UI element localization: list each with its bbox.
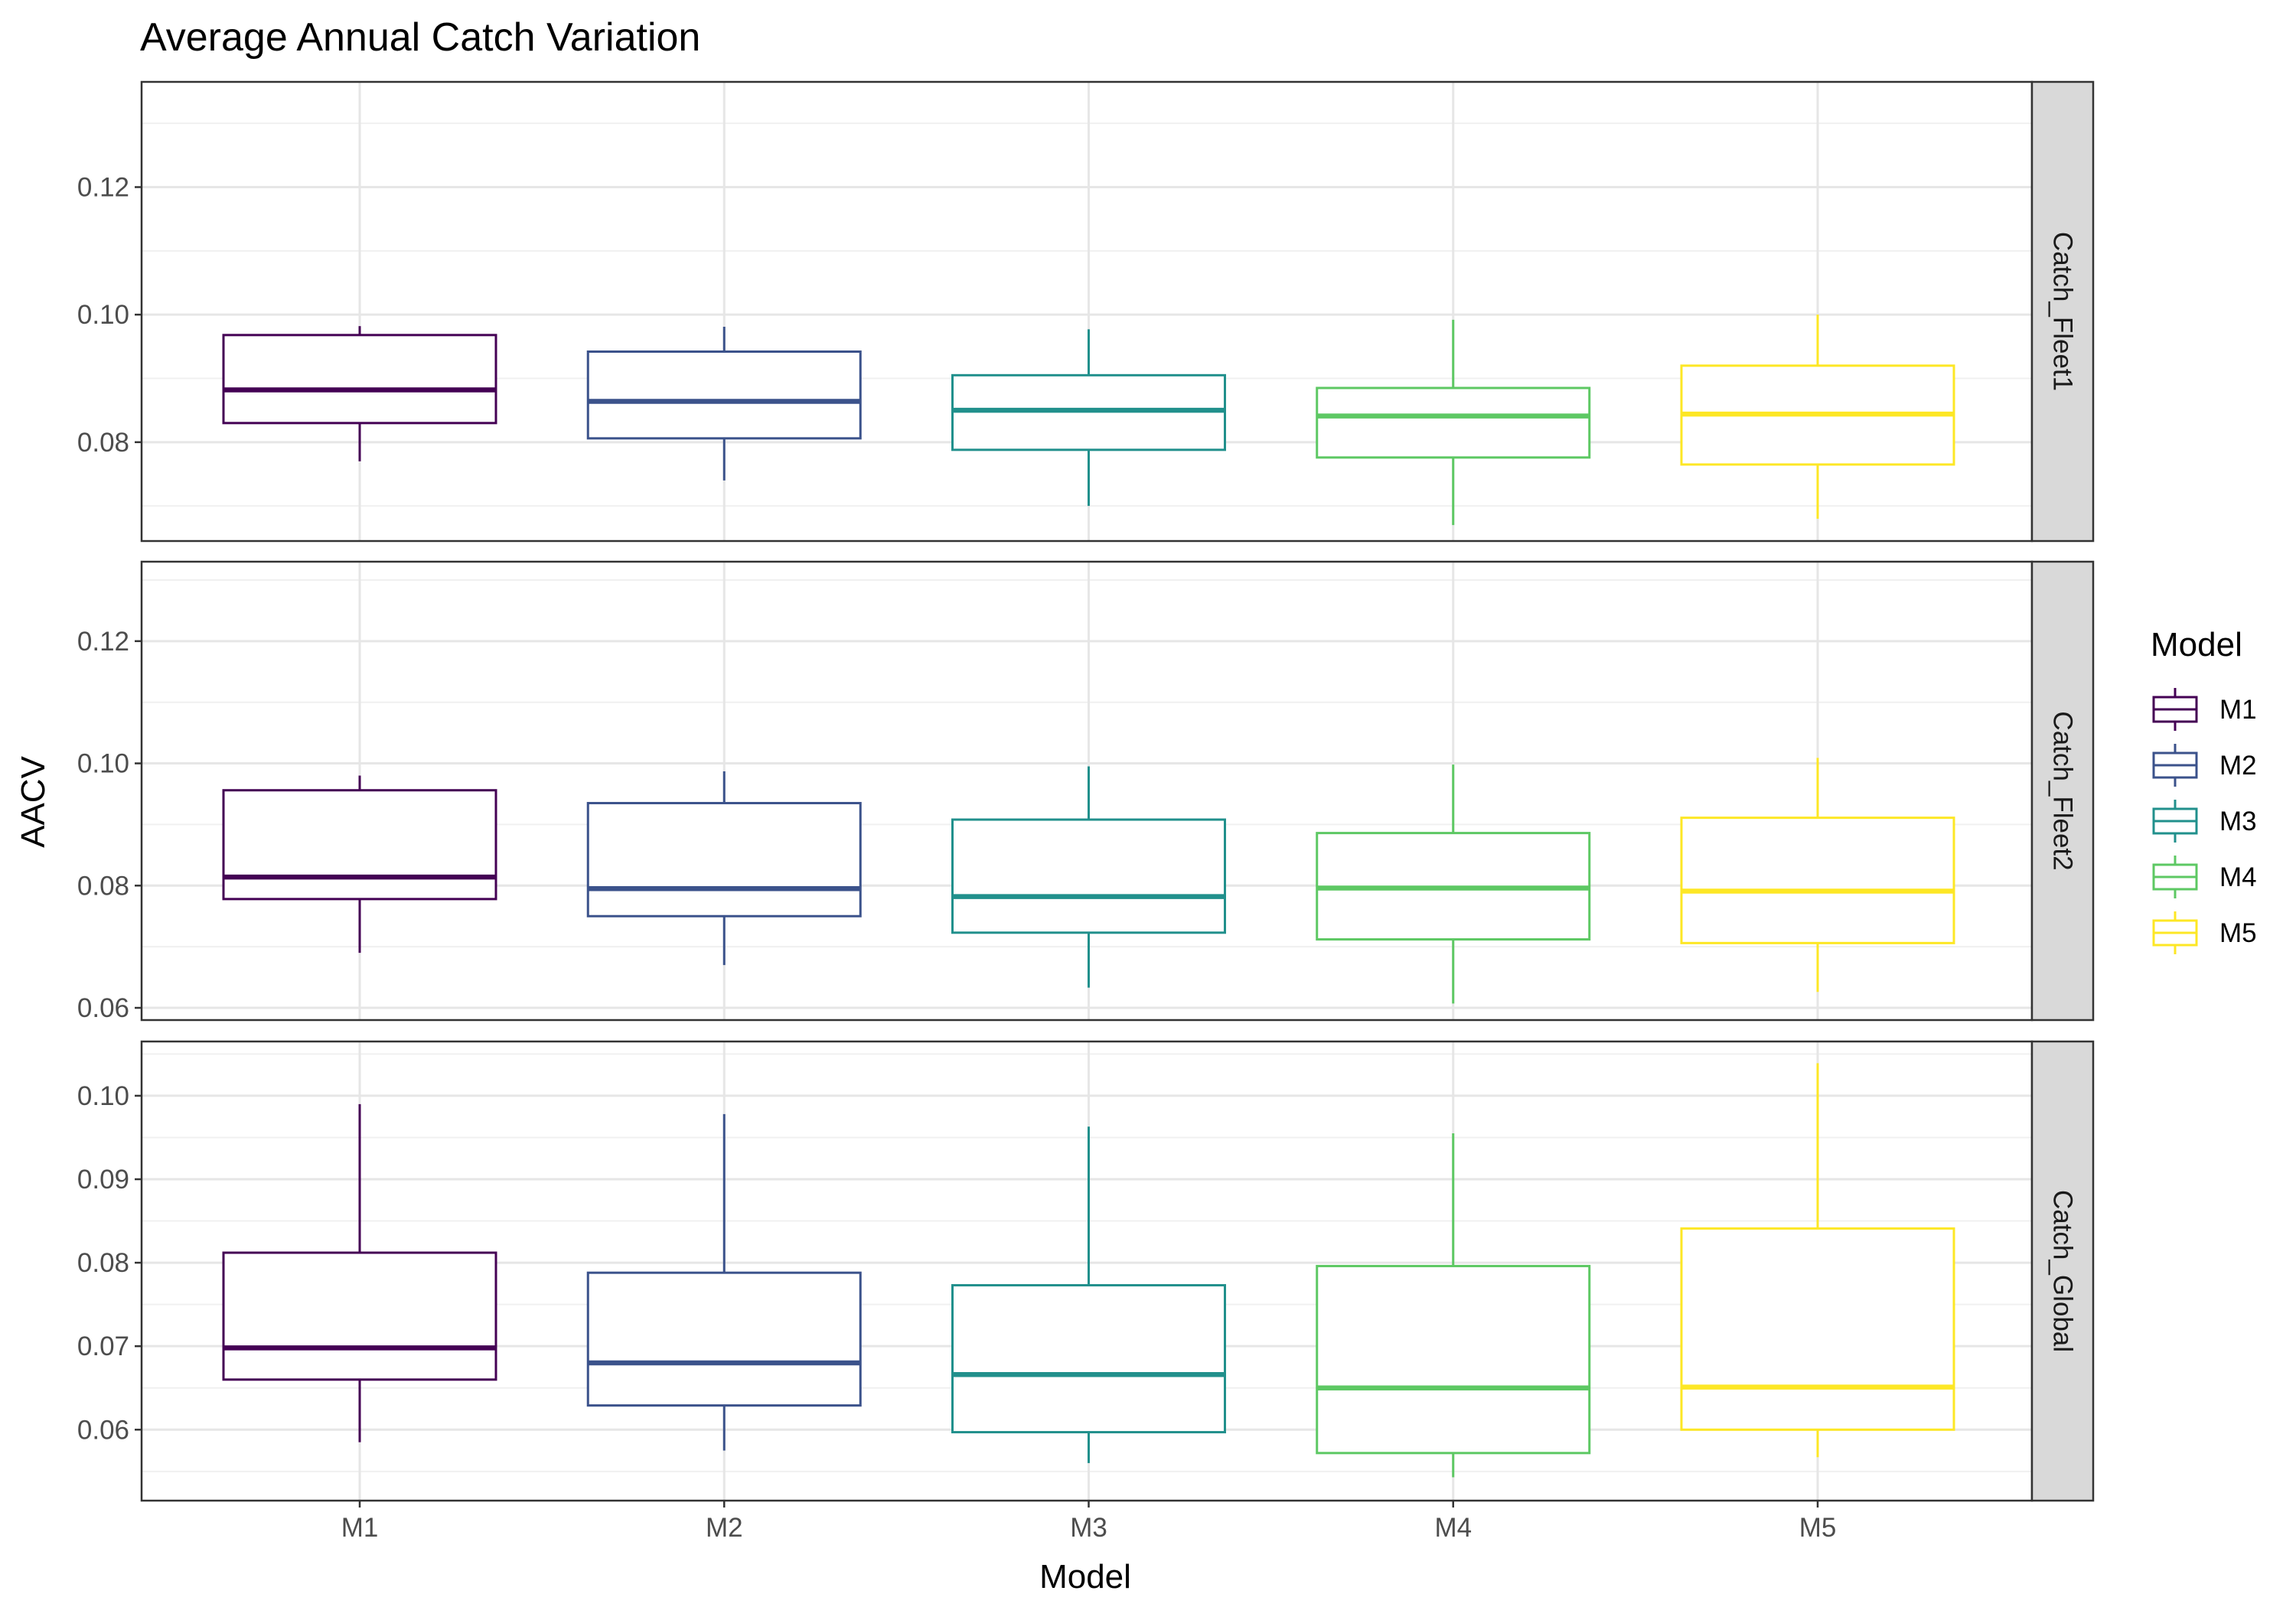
- legend-label: M3: [2219, 807, 2257, 836]
- y-tick-label: 0.08: [77, 428, 129, 458]
- chart-title: Average Annual Catch Variation: [140, 15, 700, 60]
- legend: Model M1 M2 M3 M4 M5: [2151, 626, 2257, 954]
- boxplot-m1: [222, 326, 497, 461]
- legend-label: M4: [2219, 862, 2257, 892]
- box-body: [1316, 1264, 1591, 1455]
- legend-item-m4: M4: [2152, 856, 2257, 898]
- boxplot-m5: [1680, 1063, 1955, 1458]
- y-tick-label: 0.08: [77, 871, 129, 901]
- y-tick-label: 0.09: [77, 1165, 129, 1195]
- legend-item-m3: M3: [2152, 800, 2257, 843]
- boxplot-m1: [222, 775, 497, 953]
- box-body: [586, 1271, 862, 1407]
- x-tick-label: M4: [1434, 1513, 1472, 1543]
- legend-title: Model: [2151, 626, 2242, 663]
- boxplot-m4: [1316, 764, 1591, 1004]
- facet-strip: [2030, 80, 2095, 543]
- facet-panel-3: 0.06 0.07 0.08 0.09 0.10 Catch_Global: [77, 1040, 2095, 1502]
- box-body: [586, 350, 862, 440]
- boxplot-m1: [222, 1103, 497, 1442]
- y-axis-title: AACV: [15, 755, 52, 847]
- facet-panel-1: 0.08 0.10 0.12 Catch_Fleet1: [77, 80, 2095, 543]
- legend-item-m2: M2: [2152, 744, 2257, 787]
- boxplot-m2: [586, 1113, 862, 1451]
- box-body: [1680, 817, 1955, 944]
- y-tick-label: 0.07: [77, 1332, 129, 1361]
- facet-strip-label: Catch_Fleet1: [2048, 232, 2078, 391]
- box-body: [222, 334, 497, 425]
- x-axis-title: Model: [1039, 1558, 1131, 1596]
- boxplot-m3: [951, 766, 1226, 988]
- facet-panel-2: 0.06 0.08 0.10 0.12 Catch_Fleet2: [77, 560, 2095, 1023]
- panel-background: [142, 82, 2032, 541]
- legend-item-m1: M1: [2152, 688, 2257, 731]
- x-tick-label: M1: [341, 1513, 379, 1543]
- legend-label: M2: [2219, 751, 2257, 781]
- y-tick-label: 0.08: [77, 1248, 129, 1278]
- legend-label: M5: [2219, 918, 2257, 948]
- boxplot-m5: [1680, 315, 1955, 519]
- x-axis: M1 M2 M3 M4 M5: [341, 1501, 1837, 1543]
- boxplot-m2: [586, 327, 862, 481]
- legend-item-m5: M5: [2152, 911, 2257, 954]
- facet-strip: [2030, 1040, 2095, 1502]
- box-body: [1680, 1227, 1955, 1431]
- y-tick-label: 0.10: [77, 300, 129, 330]
- x-tick-label: M3: [1070, 1513, 1107, 1543]
- y-tick-label: 0.06: [77, 993, 129, 1023]
- box-body: [222, 789, 497, 901]
- facet-strip: [2030, 560, 2095, 1022]
- box-body: [222, 1251, 497, 1381]
- y-tick-label: 0.10: [77, 1081, 129, 1111]
- legend-label: M1: [2219, 695, 2257, 725]
- boxplot-m2: [586, 771, 862, 966]
- boxplot-m4: [1316, 319, 1591, 526]
- boxplot-m4: [1316, 1133, 1591, 1478]
- boxplot-m5: [1680, 758, 1955, 993]
- box-body: [951, 1284, 1226, 1434]
- facet-strip-label: Catch_Global: [2048, 1190, 2078, 1352]
- facet-strip-label: Catch_Fleet2: [2048, 711, 2078, 870]
- boxplot-m3: [951, 1126, 1226, 1463]
- x-tick-label: M5: [1799, 1513, 1837, 1543]
- y-tick-label: 0.12: [77, 627, 129, 657]
- y-tick-label: 0.10: [77, 749, 129, 779]
- x-tick-label: M2: [706, 1513, 743, 1543]
- box-body: [1316, 386, 1591, 459]
- box-body: [951, 818, 1226, 934]
- boxplot-m3: [951, 329, 1226, 507]
- facet-panels: 0.08 0.10 0.12 Catch_Fleet1 0.06 0.08 0.10 0.12…: [77, 80, 2095, 1502]
- y-tick-label: 0.06: [77, 1415, 129, 1445]
- y-tick-label: 0.12: [77, 173, 129, 203]
- box-body: [586, 801, 862, 918]
